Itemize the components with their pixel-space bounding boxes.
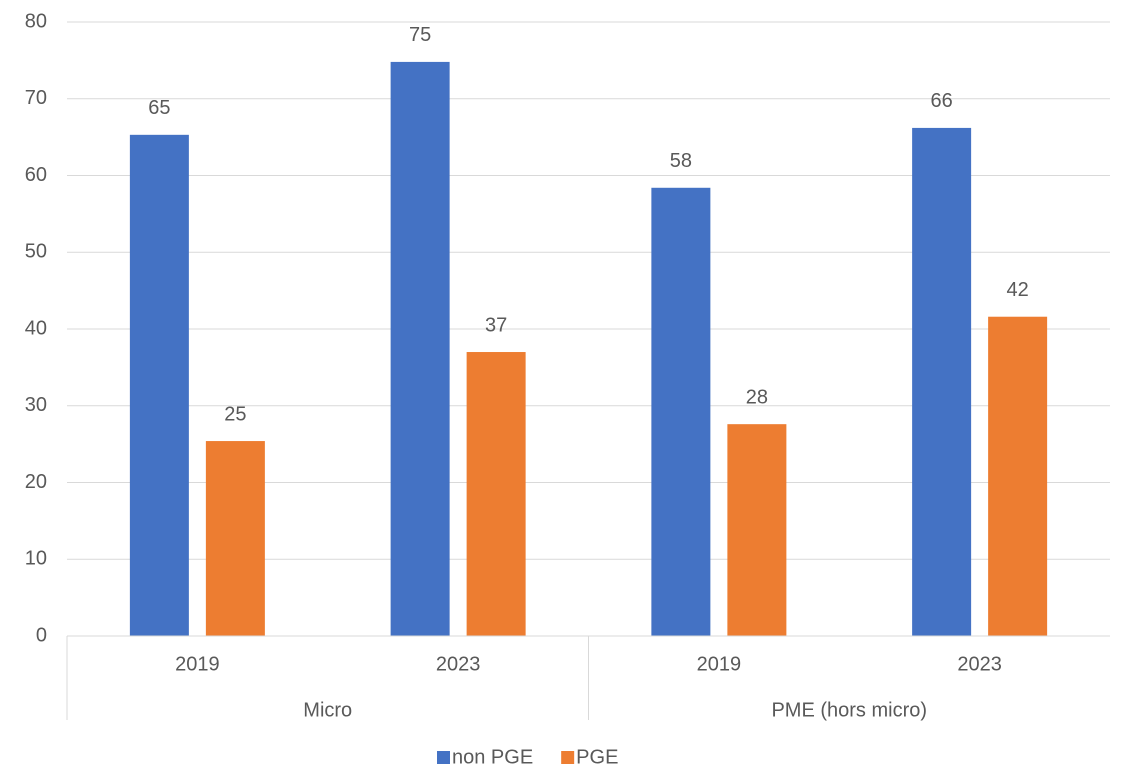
data-label: 42 <box>1007 279 1029 301</box>
bar <box>727 424 787 636</box>
y-tick-label: 50 <box>25 241 47 263</box>
legend-swatch <box>437 751 450 764</box>
x-tick-label: 2019 <box>697 653 742 675</box>
bar <box>466 352 526 636</box>
bar <box>912 127 972 636</box>
data-label: 65 <box>148 97 170 119</box>
x-tick-label: 2019 <box>175 653 220 675</box>
data-label: 37 <box>485 314 507 336</box>
bar <box>651 187 711 636</box>
bar <box>390 61 450 637</box>
y-tick-label: 40 <box>25 317 47 339</box>
data-label: 66 <box>931 90 953 112</box>
legend-swatch <box>561 751 575 764</box>
data-label: 28 <box>746 386 768 408</box>
y-tick-label: 20 <box>25 471 47 493</box>
data-label: 75 <box>409 24 431 46</box>
data-label: 58 <box>670 150 692 172</box>
group-label: PME (hors micro) <box>771 699 927 721</box>
y-tick-label: 30 <box>25 394 47 416</box>
y-tick-label: 10 <box>25 548 47 570</box>
bar <box>205 441 265 636</box>
bar <box>129 134 189 636</box>
y-tick-label: 70 <box>25 87 47 109</box>
y-tick-label: 0 <box>36 624 47 646</box>
group-label: Micro <box>303 699 352 721</box>
y-tick-label: 80 <box>25 10 47 32</box>
data-label: 25 <box>224 403 246 425</box>
legend-label: non PGE <box>452 746 533 767</box>
x-tick-label: 2023 <box>957 653 1002 675</box>
legend-label: PGE <box>576 746 618 767</box>
bar <box>988 316 1048 636</box>
y-tick-label: 60 <box>25 164 47 186</box>
x-tick-label: 2023 <box>436 653 481 675</box>
